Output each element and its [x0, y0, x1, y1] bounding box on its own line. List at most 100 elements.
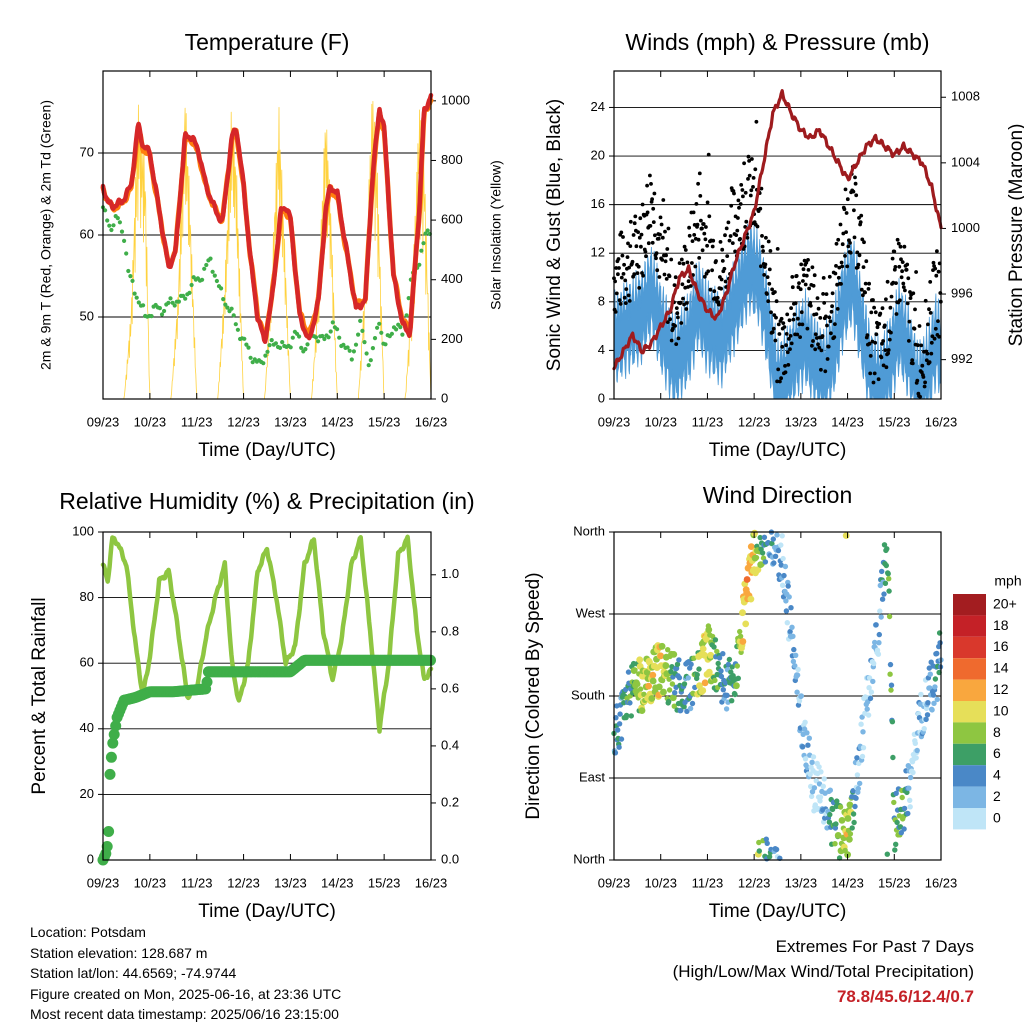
x-tick-label: 16/23 — [415, 875, 448, 890]
direction-point — [720, 651, 726, 657]
gust-point — [921, 375, 926, 379]
gust-point — [894, 281, 898, 285]
dewpoint-point — [269, 338, 274, 343]
gust-point — [766, 299, 771, 304]
direction-point — [794, 689, 800, 695]
dewpoint-point — [330, 320, 335, 325]
colorbar-swatch — [953, 743, 986, 766]
gust-point — [908, 290, 912, 294]
direction-point — [616, 721, 623, 727]
direction-point — [722, 680, 729, 686]
gust-point — [808, 300, 813, 305]
direction-point — [747, 543, 755, 550]
y-tick-label: North — [573, 523, 605, 538]
direction-point — [842, 532, 850, 539]
gust-point — [827, 315, 832, 320]
gust-point — [894, 312, 899, 316]
x-tick-label: 09/23 — [598, 414, 631, 429]
gust-point — [821, 276, 826, 280]
direction-point — [617, 711, 623, 717]
dewpoint-point — [126, 268, 131, 274]
direction-point — [791, 646, 797, 653]
gust-point — [768, 249, 773, 253]
colorbar-swatch — [953, 722, 986, 744]
direction-point — [927, 671, 933, 677]
precip-point — [108, 729, 120, 740]
dewpoint-point — [105, 218, 110, 223]
direction-point — [818, 769, 824, 775]
direction-point — [827, 787, 833, 793]
direction-point — [666, 698, 672, 705]
dewpoint-point — [303, 347, 308, 352]
x-tick-label: 10/23 — [644, 875, 677, 890]
direction-point — [638, 707, 646, 714]
direction-point — [925, 700, 931, 706]
gust-point — [694, 202, 699, 206]
gust-point — [693, 264, 698, 269]
dewpoint-point — [379, 330, 384, 335]
direction-point — [739, 609, 746, 617]
direction-point — [836, 855, 843, 861]
direction-point — [817, 794, 824, 800]
gust-point — [785, 350, 790, 355]
x-tick-label: 13/23 — [785, 414, 818, 429]
gust-point — [677, 261, 682, 265]
direction-point — [669, 694, 677, 702]
x-tick-label: 10/23 — [134, 875, 167, 890]
gust-point — [852, 235, 857, 240]
direction-point — [769, 540, 775, 547]
x-tick-label: 10/23 — [644, 414, 677, 429]
gust-point — [645, 183, 649, 188]
gust-point — [637, 286, 642, 290]
dewpoint-point — [313, 335, 319, 340]
gust-point — [791, 317, 796, 322]
direction-point — [890, 754, 896, 761]
gust-point — [644, 254, 648, 259]
direction-point — [783, 598, 789, 604]
gust-point — [700, 248, 705, 253]
gust-point — [701, 222, 706, 226]
gust-point — [654, 251, 659, 256]
direction-point — [834, 832, 842, 839]
dewpoint-point — [244, 342, 249, 347]
direction-point — [669, 681, 676, 687]
direction-point — [795, 702, 802, 708]
gust-point — [910, 358, 915, 362]
gust-point — [705, 243, 709, 248]
x-tick-label: 09/23 — [87, 414, 120, 429]
gust-point — [781, 321, 786, 325]
direction-point — [718, 668, 724, 674]
direction-point — [937, 640, 943, 646]
dewpoint-point — [119, 229, 125, 234]
gust-point — [715, 295, 720, 300]
direction-point — [655, 683, 663, 691]
direction-point — [921, 726, 927, 732]
gust-point — [730, 241, 735, 246]
direction-point — [615, 727, 621, 733]
gust-point — [621, 235, 625, 239]
gust-point — [798, 287, 803, 292]
gust-point — [933, 326, 938, 331]
gust-point — [816, 342, 820, 347]
gust-point — [738, 202, 743, 206]
dewpoint-point — [223, 302, 228, 307]
direction-point — [876, 631, 882, 638]
direction-point — [635, 681, 641, 687]
gust-point — [881, 363, 886, 368]
y-tick-label: 50 — [80, 308, 94, 323]
dewpoint-point — [200, 277, 205, 282]
gust-point — [723, 233, 727, 238]
gust-point — [676, 315, 680, 320]
gust-point — [806, 268, 811, 272]
gust-point — [725, 254, 730, 258]
direction-point — [707, 651, 715, 659]
gust-point — [628, 244, 633, 249]
dewpoint-point — [134, 295, 139, 300]
gust-point — [776, 322, 781, 327]
y-axis-label: Percent & Total Rainfall — [29, 597, 50, 794]
direction-point — [618, 736, 625, 742]
dewpoint-point — [337, 335, 342, 340]
direction-point — [658, 642, 666, 650]
gust-point — [639, 244, 643, 249]
gust-point — [816, 306, 821, 311]
